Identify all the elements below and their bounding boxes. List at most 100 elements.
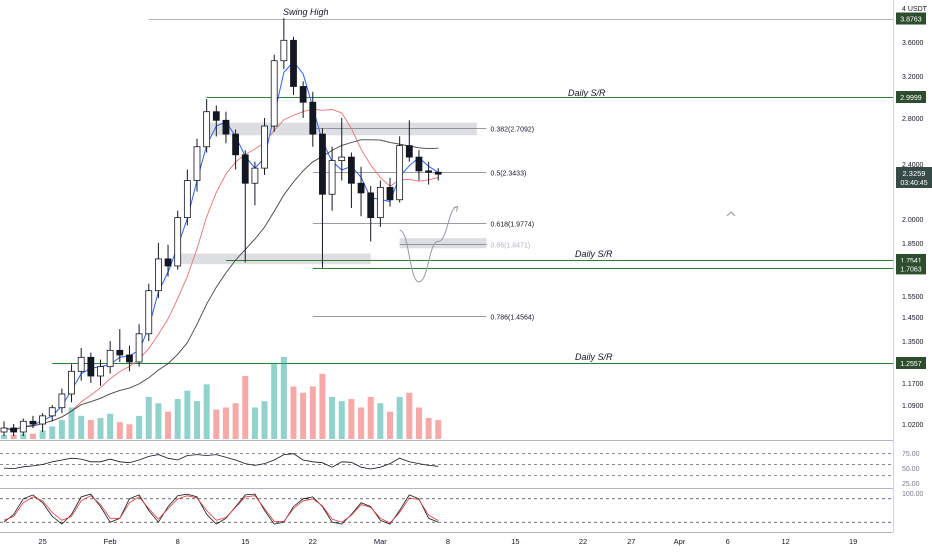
volume-bar [290,386,297,439]
candle-body [232,133,240,156]
time-tick-label: 27 [627,537,635,546]
candle-body [0,427,8,433]
volume-bar [49,426,56,439]
candle-body [116,349,124,356]
candle-body [193,146,201,181]
candle-body [386,186,394,201]
time-tick-label: Apr [674,537,686,546]
candle-body [357,182,365,194]
volume-bar [348,399,355,439]
candle-body [164,258,172,267]
volume-bar [377,403,384,439]
volume-bar [20,433,27,439]
candle-body [106,349,114,368]
volume-bar [232,403,239,439]
price-badge-label: 2.9999 [900,95,922,102]
stoch-level-100: 100.00 [902,491,924,498]
candle-body [87,356,95,377]
time-tick-label: 22 [309,537,317,546]
moving-average-8 [3,108,439,431]
volume-bar [222,407,229,439]
price-badge-label: 1.7541 [900,258,922,265]
candle-body [309,101,317,135]
candle-body [135,333,143,363]
fib-label-2: 0.618(1.9774) [491,222,535,229]
caret-icon [726,211,736,217]
candle-body [48,407,56,417]
price-badge-label: 1.7063 [900,266,922,273]
volume-bar [184,390,191,439]
rsi-line [3,453,439,470]
candle-body [126,354,133,363]
volume-bar [213,409,220,439]
volume-bar [435,420,442,439]
price-tick-label: 1.3500 [902,339,924,346]
rsi-level-50: 50.00 [902,466,920,473]
candle-body [338,156,346,161]
fib-label-0: 0.382(2.7092) [491,127,535,134]
volume-bar [280,357,287,439]
volume-bar [29,433,36,439]
stoch-k-line [3,493,439,525]
volume-bar [396,396,403,439]
price-tick-label: 1.8500 [902,241,924,248]
candle-body [58,393,66,409]
moving-average-3 [3,61,439,431]
projection-arrow-icon [453,205,459,212]
volume-bar [39,430,46,439]
price-tick-label: 1.0900 [902,403,924,410]
daily-sr-upper-label: Daily S/R [568,88,606,98]
candle-body [328,160,336,195]
time-tick-label: 15 [241,537,249,546]
price-badge [896,253,926,266]
price-tick-label: 2.4000 [902,162,924,169]
rsi-level-25: 25.00 [902,481,920,488]
price-tick-label: 2.8000 [902,116,924,123]
candle-body [183,180,191,219]
countdown-timer: 03:40:45 [900,180,927,187]
moving-average-20 [3,139,439,431]
candle-body [270,60,278,127]
volume-bar [251,407,258,439]
volume-bar [165,411,172,439]
volume-bar [309,386,316,439]
volume-bar [271,363,278,439]
candle-body [434,171,442,175]
candle-body [29,420,37,425]
volume-bar [68,407,75,439]
stoch-d-line [3,495,439,524]
candle-body [19,420,27,433]
volume-bar [338,401,345,439]
volume-bar [358,407,365,439]
volume-bar [1,434,7,439]
time-tick-label: 8 [446,537,450,546]
candle-body [415,156,423,172]
time-tick-label: 8 [176,537,180,546]
candle-body [367,192,375,219]
last-price-badge [896,167,932,188]
fib-label-1: 0.5(2.3433) [491,171,527,178]
candle-body [203,111,211,148]
price-tick-top: 4 [902,6,906,13]
candle-body [145,290,153,335]
time-tick-label: 19 [849,537,857,546]
price-axis-unit: 4 USDT [902,6,928,13]
volume-bar [97,417,104,439]
fib-label-4: 0.786(1.4564) [491,315,535,322]
candle-body [290,39,297,87]
price-badge-label: 1.2557 [900,361,922,368]
candle-body [376,186,384,219]
price-tick-label: 3.6000 [902,40,924,47]
candle-body [174,217,182,267]
candle-body [280,39,288,62]
price-badge [896,357,926,370]
projection-path [399,206,458,283]
candle-body [405,145,413,158]
candle-body [241,154,249,184]
price-axis[interactable]: 3.6000 3.2000 2.8000 2.4000 2.0000 1.8500 1.55… [902,40,924,429]
time-axis[interactable]: 25 Feb 8 15 22 Mar 8 15 22 27 Apr 6 12 19 [38,537,857,546]
volume-bar [194,401,200,439]
time-tick-label: Feb [104,537,117,546]
